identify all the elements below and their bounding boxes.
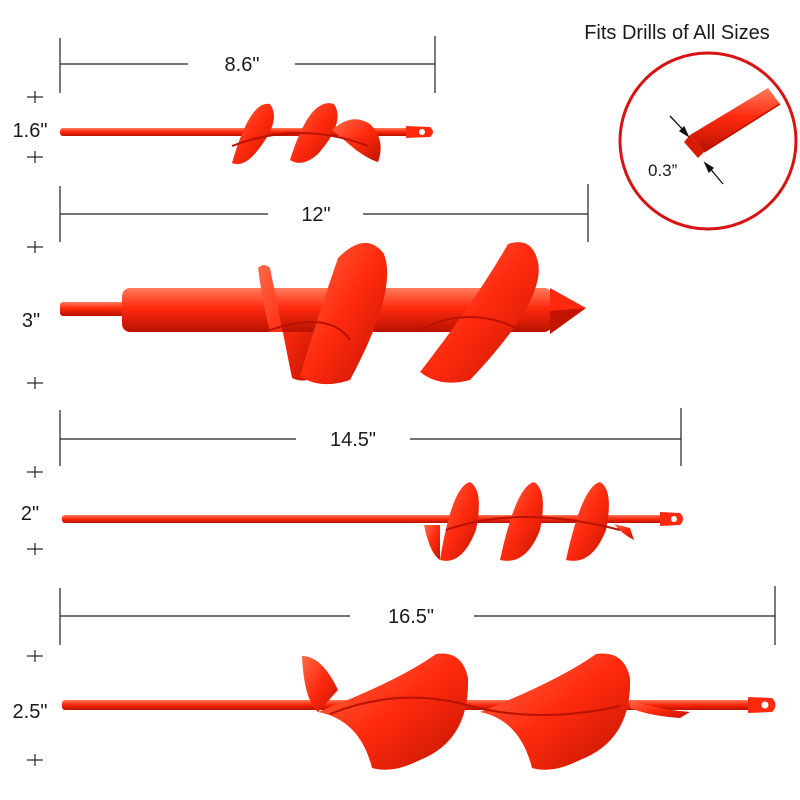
auger-1: 8.6" 1.6"	[13, 36, 436, 165]
auger-bit-2	[60, 242, 586, 385]
length-dimension-3	[59, 408, 682, 466]
length-label-3: 14.5"	[330, 429, 376, 451]
auger-2: 12" 3"	[22, 184, 589, 389]
auger-4: 16.5" 2.5"	[13, 586, 776, 770]
diameter-label-1: 1.6"	[13, 120, 48, 142]
length-label-4: 16.5"	[388, 606, 434, 628]
diameter-ticks-1	[27, 91, 43, 163]
diameter-ticks-4	[27, 650, 43, 766]
auger-bit-4	[62, 653, 776, 770]
length-label-2: 12"	[301, 204, 330, 226]
shank-size-label: 0.3”	[648, 161, 678, 180]
diameter-ticks-3	[27, 466, 43, 555]
header-text: Fits Drills of All Sizes	[584, 22, 770, 44]
diameter-ticks-2	[27, 241, 43, 389]
length-label-1: 8.6"	[225, 54, 260, 76]
diameter-label-4: 2.5"	[13, 701, 48, 723]
length-dimension-1	[59, 36, 436, 93]
shank-tip-icon	[684, 88, 781, 158]
auger-3: 14.5" 2"	[21, 408, 683, 561]
auger-bit-1	[60, 103, 433, 165]
shank-inset: 0.3”	[618, 51, 798, 231]
diameter-label-2: 3"	[22, 310, 40, 332]
length-dimension-2	[59, 184, 589, 242]
length-dimension-4	[59, 586, 776, 645]
diameter-label-3: 2"	[21, 503, 39, 525]
inset-arrows-icon	[669, 115, 724, 185]
auger-bit-3	[62, 482, 683, 561]
